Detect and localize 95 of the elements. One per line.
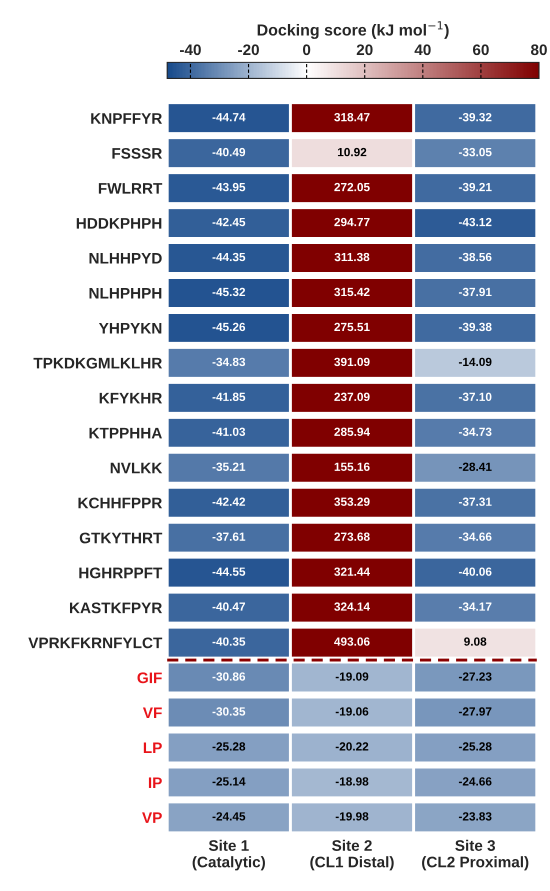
data-label: -44.35	[212, 252, 246, 262]
data-label: -40.49	[212, 148, 246, 156]
data-label: 275.51	[334, 322, 370, 332]
data-label: -35.21	[212, 462, 246, 471]
data-label: -39.32	[458, 112, 492, 122]
y-tick-label: KCHHFPPR	[78, 498, 162, 508]
data-label: 237.09	[334, 392, 370, 402]
data-label: 353.29	[334, 498, 370, 506]
data-label: 493.06	[334, 637, 370, 646]
y-tick-label: VP	[142, 812, 162, 823]
data-label: -25.28	[212, 742, 246, 751]
data-label: 155.16	[334, 462, 370, 471]
color-bar-label: -20	[238, 44, 259, 56]
data-label: -38.56	[458, 252, 492, 262]
y-tick-label: KNPFFYR	[91, 113, 162, 124]
data-label: -25.28	[458, 742, 492, 751]
data-label: -34.17	[458, 602, 492, 611]
y-tick-label: FSSSR	[112, 148, 162, 159]
y-tick-label: FWLRRT	[98, 183, 162, 194]
data-label: -43.12	[458, 218, 492, 226]
y-tick-label: HGHRPPFT	[79, 568, 162, 578]
y-tick-label: GTKYTHRT	[80, 532, 162, 544]
data-label: -19.98	[336, 812, 368, 821]
data-label: -25.14	[212, 777, 246, 786]
data-label: -43.95	[212, 182, 246, 192]
data-label: -37.31	[458, 498, 492, 506]
data-label: -28.41	[458, 462, 492, 471]
data-label: -33.05	[458, 148, 492, 156]
data-label: -41.85	[212, 392, 246, 402]
data-label: -40.47	[212, 602, 246, 611]
data-label: -19.06	[336, 707, 368, 716]
color-bar-label: 0	[302, 44, 310, 56]
data-label: -27.23	[458, 672, 492, 681]
data-label: 315.42	[334, 288, 370, 296]
data-label: -34.73	[458, 428, 492, 436]
data-label: -37.61	[212, 532, 246, 541]
data-label: 10.92	[338, 148, 366, 156]
y-tick-label: NLHHPYD	[90, 253, 162, 264]
data-label: -24.45	[212, 812, 246, 821]
data-label: 272.05	[334, 182, 370, 192]
x-tick-label: Site 3 (CL2 Proximal)	[422, 840, 528, 870]
data-label: 321.44	[334, 567, 370, 576]
y-tick-label: VF	[142, 708, 162, 718]
data-label: -30.35	[212, 707, 246, 716]
data-label: -41.03	[212, 428, 246, 436]
data-label: 391.09	[334, 358, 370, 366]
y-tick-label: NLHPHPH	[90, 288, 162, 299]
data-label: -40.35	[212, 637, 246, 646]
data-label: -23.83	[458, 812, 492, 821]
x-tick-label: Site 2 (CL1 Distal)	[310, 840, 394, 870]
data-label: -37.91	[458, 288, 492, 296]
data-label: -20.22	[336, 742, 368, 751]
data-label: -19.09	[336, 672, 368, 681]
color-bar-label: -40	[180, 44, 201, 56]
data-label: 273.68	[334, 532, 370, 541]
color-bar-label: 40	[414, 44, 431, 56]
data-label: -24.66	[458, 777, 492, 786]
data-label: -34.66	[458, 532, 492, 541]
data-label: 294.77	[334, 218, 370, 226]
data-label: -34.83	[212, 358, 246, 366]
y-tick-label: NVLKK	[110, 462, 162, 474]
data-label: 318.47	[334, 112, 370, 122]
y-tick-label: GIF	[138, 672, 162, 684]
data-label: -42.45	[212, 218, 246, 226]
y-tick-label: YHPYKN	[98, 322, 162, 334]
y-tick-label: KTPPHHA	[90, 428, 162, 438]
data-label: -45.26	[212, 322, 246, 332]
color-bar-label: 60	[472, 44, 489, 56]
data-label: -39.38	[458, 322, 492, 332]
y-tick-label: IP	[148, 777, 162, 788]
y-tick-label: TPKDKGMLKLHR	[34, 358, 162, 369]
data-label: -42.42	[212, 498, 246, 506]
data-label: 311.38	[334, 252, 370, 262]
data-label: -14.09	[458, 358, 492, 366]
data-label: -30.86	[212, 672, 246, 681]
data-label: -37.10	[458, 392, 492, 402]
data-label: 324.14	[334, 602, 370, 611]
data-label: -40.06	[458, 567, 492, 576]
color-bar-label: 80	[530, 44, 547, 56]
y-tick-label: VPRKFKRNFYLCT	[28, 637, 162, 648]
data-label: -44.55	[212, 568, 246, 576]
data-label: -39.21	[458, 182, 492, 192]
color-bar-title: Docking score (kJ mol$^{−1}$)	[258, 21, 449, 39]
data-label: -45.32	[212, 288, 246, 296]
color-bar-label: 20	[356, 44, 373, 56]
y-tick-label: HDDKPHPH	[76, 218, 162, 229]
y-tick-label: LP	[144, 742, 162, 753]
data-label: 285.94	[334, 428, 370, 436]
y-tick-label: KASTKFPYR	[70, 602, 162, 614]
x-tick-label: Site 1 (Catalytic)	[192, 840, 265, 870]
data-label: 9.08	[464, 637, 486, 646]
data-label: -18.98	[336, 777, 368, 786]
y-tick-label: KFYKHR	[100, 392, 162, 404]
data-label: -44.74	[212, 113, 246, 122]
data-label: -27.97	[458, 707, 492, 716]
